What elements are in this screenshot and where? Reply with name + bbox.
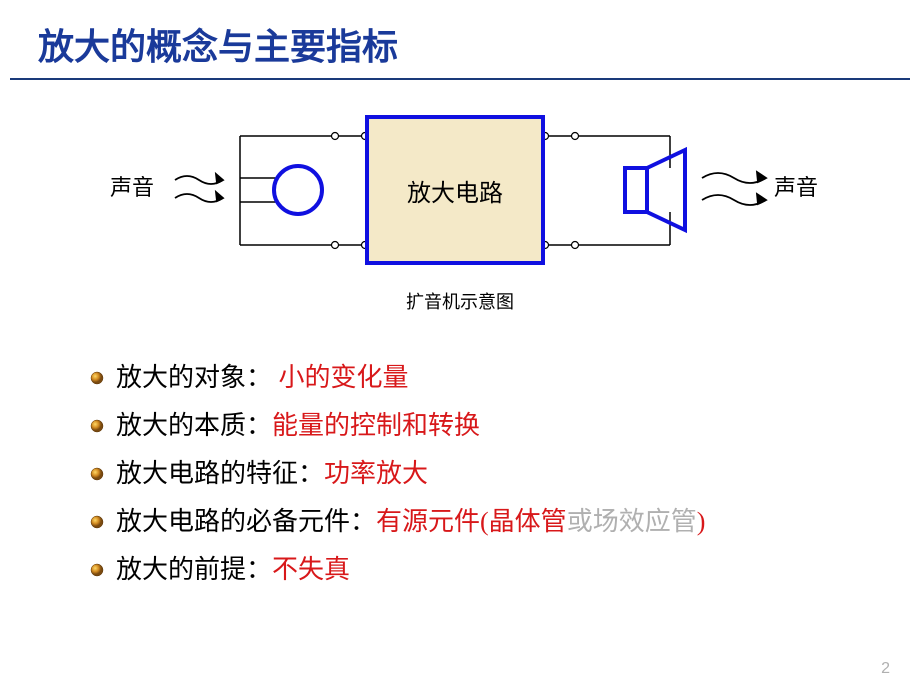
list-item: 放大的前提：不失真 (90, 546, 920, 594)
page-number: 2 (881, 660, 890, 678)
list-item: 放大电路的特征：功率放大 (90, 450, 920, 498)
list-item: 放大电路的必备元件：有源元件(晶体管或场效应管) (90, 498, 920, 546)
amplifier-box: 放大电路 (365, 115, 545, 265)
list-item: 放大的本质：能量的控制和转换 (90, 402, 920, 450)
bullet-list: 放大的对象： 小的变化量 放大的本质：能量的控制和转换 放大电路的特征：功率放大… (90, 354, 920, 594)
amplifier-diagram: 声音 放大电路 声音 (120, 100, 800, 280)
output-wave-icon (702, 172, 766, 205)
bullet-icon (90, 515, 104, 529)
speaker-icon (625, 150, 685, 230)
output-label: 声音 (774, 170, 818, 202)
bullet-icon (90, 371, 104, 385)
bullet-icon (90, 467, 104, 481)
input-label: 声音 (110, 170, 154, 202)
page-title: 放大的概念与主要指标 (38, 18, 910, 70)
input-wave-icon (175, 174, 223, 202)
title-section: 放大的概念与主要指标 (10, 0, 910, 80)
diagram-caption: 扩音机示意图 (0, 288, 920, 314)
bullet-icon (90, 419, 104, 433)
list-item: 放大的对象： 小的变化量 (90, 354, 920, 402)
bullet-icon (90, 563, 104, 577)
amp-box-label: 放大电路 (407, 173, 503, 208)
